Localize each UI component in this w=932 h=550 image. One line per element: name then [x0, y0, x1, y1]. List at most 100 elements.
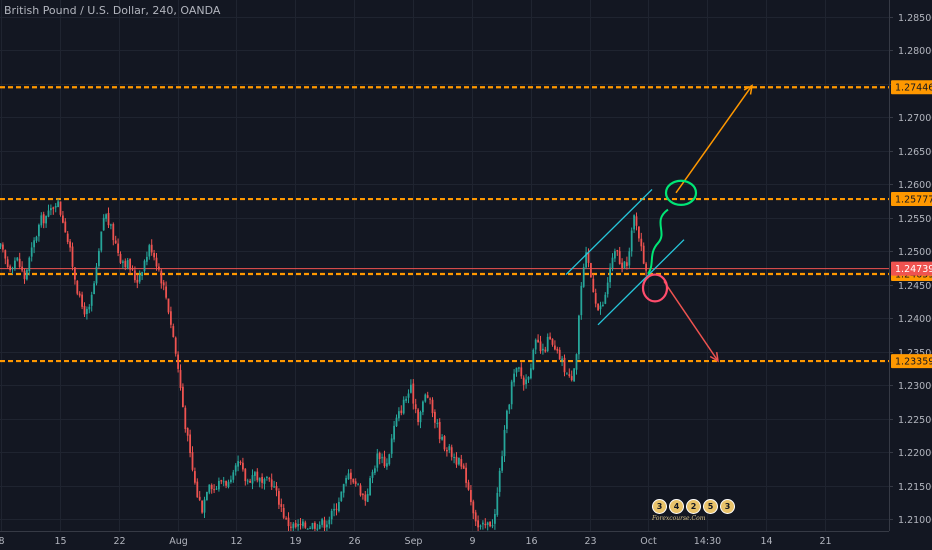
candle-body: [515, 367, 518, 373]
candle-body: [47, 210, 50, 217]
candle-body: [256, 471, 259, 481]
candle-body: [402, 399, 405, 414]
price-tag-label: 1.27446: [895, 83, 932, 94]
candle-body: [162, 282, 165, 286]
time-tick-label: 22: [113, 536, 125, 547]
candle-body: [237, 461, 239, 467]
candle-body: [410, 384, 412, 393]
candle-body: [33, 240, 35, 248]
candle-body: [285, 518, 287, 520]
candle-body: [311, 522, 314, 529]
candle-body: [242, 462, 244, 470]
candle-body: [566, 373, 568, 375]
candle-body: [328, 519, 331, 525]
candle-body: [585, 252, 587, 268]
candle-body: [590, 262, 592, 278]
candle-body: [239, 461, 242, 464]
candle-body: [422, 401, 424, 413]
candle-body: [83, 305, 86, 315]
candle-body: [201, 500, 203, 513]
candle-body: [76, 280, 79, 294]
hand-drawn-circle: [641, 273, 669, 303]
chart-title: British Pound / U.S. Dollar, 240, OANDA: [4, 4, 221, 17]
candle-body: [210, 484, 213, 490]
candle-body: [321, 519, 323, 525]
candle-body: [306, 528, 309, 530]
price-tag: [891, 261, 932, 276]
channel-line: [565, 189, 653, 276]
watermark-subtitle: Forexcourse.Com: [652, 515, 706, 522]
candle-body: [338, 501, 340, 512]
candle-body: [62, 215, 64, 223]
candle-body: [616, 250, 619, 252]
candle-body: [16, 257, 19, 261]
candle-body: [602, 304, 604, 307]
candle-body: [614, 251, 616, 259]
candle-body: [429, 398, 431, 400]
candle-body: [359, 485, 362, 496]
candle-body: [146, 256, 148, 262]
candle-body: [122, 261, 124, 263]
candle-body: [611, 257, 614, 269]
candle-body: [0, 243, 2, 247]
candle-body: [575, 354, 578, 370]
candle-body: [268, 478, 271, 480]
candle-body: [249, 480, 251, 483]
candle-body: [155, 257, 158, 267]
time-axis[interactable]: 8 15 22 Aug 12 19 26 Sep 9 16 23 Oct 14:30 14 21: [0, 531, 932, 550]
candle-body: [213, 489, 215, 491]
candle-body: [479, 525, 482, 527]
candle-body: [482, 522, 484, 525]
candle-body: [527, 376, 530, 380]
candle-body: [227, 481, 230, 487]
candle-body: [508, 404, 511, 410]
candle-body: [78, 293, 81, 296]
candle-body: [191, 452, 194, 470]
candle-body: [424, 394, 427, 402]
candle-body: [93, 283, 95, 295]
candle-body: [638, 226, 640, 239]
candle-body: [494, 514, 496, 524]
candle-body: [628, 251, 631, 266]
candle-body: [563, 357, 566, 373]
candle-body: [174, 337, 177, 354]
candle-body: [189, 434, 191, 454]
candle-body: [9, 266, 11, 271]
candle-body: [580, 285, 583, 316]
candle-body: [21, 266, 23, 271]
candle-body: [513, 373, 515, 383]
candle-body: [105, 214, 107, 219]
candle-body: [474, 512, 477, 522]
candle-body: [138, 275, 141, 282]
candle-body: [52, 207, 55, 209]
candle-body: [90, 294, 93, 306]
price-tick-label: 1.23000: [898, 381, 932, 392]
candle-body: [417, 409, 419, 422]
candle-body: [371, 471, 374, 478]
candle-body: [184, 407, 187, 429]
candle-body: [203, 499, 206, 513]
candle-body: [561, 358, 563, 361]
candle-body: [117, 243, 119, 253]
candle-body: [179, 370, 182, 388]
candle-body: [278, 491, 280, 505]
trend-arrow: [675, 85, 753, 194]
candle-body: [599, 305, 602, 310]
candle-body: [335, 508, 338, 510]
candle-body: [542, 348, 544, 351]
candle-body: [383, 456, 386, 467]
channel-line: [597, 239, 685, 326]
candle-body: [42, 214, 45, 224]
trend-arrow: [663, 280, 719, 362]
candle-body: [234, 465, 237, 472]
candle-body: [258, 477, 261, 482]
price-tick-label: 1.25500: [898, 214, 932, 225]
candle-body: [458, 457, 460, 465]
candle-body: [206, 491, 208, 501]
candle-body: [251, 475, 254, 484]
candle-body: [414, 404, 417, 409]
candle-body: [554, 345, 556, 350]
candle-body: [316, 528, 319, 530]
candle-body: [177, 354, 179, 369]
